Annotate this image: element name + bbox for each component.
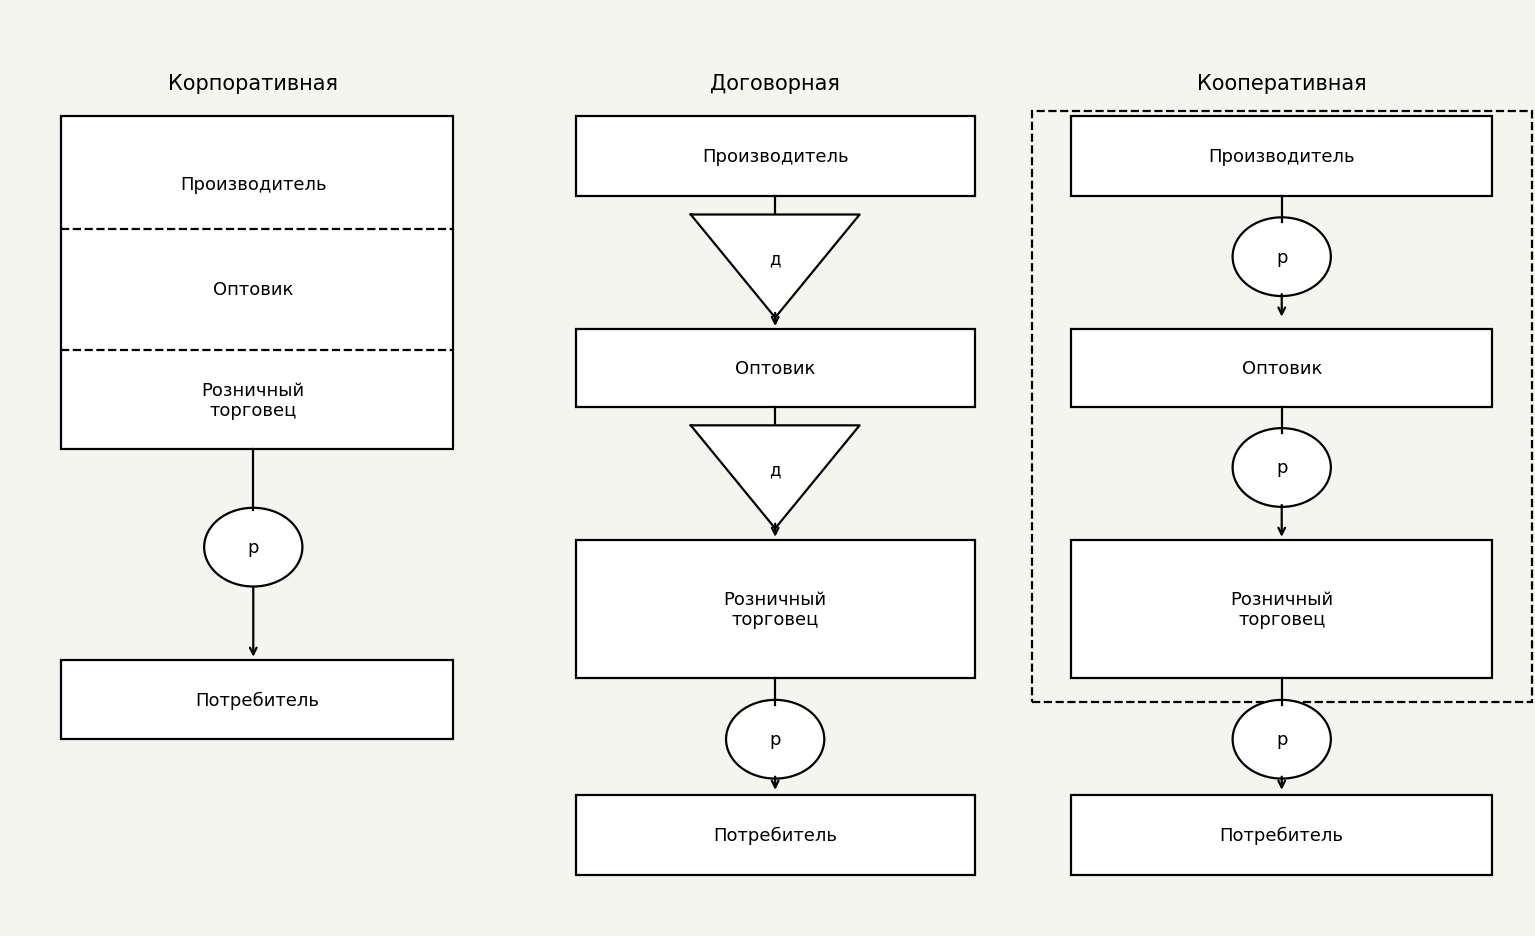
Text: Потребитель: Потребитель xyxy=(1220,826,1343,844)
Text: Оптовик: Оптовик xyxy=(213,281,293,300)
Text: д: д xyxy=(769,250,781,268)
FancyBboxPatch shape xyxy=(1071,329,1492,407)
Polygon shape xyxy=(691,215,860,318)
Text: Договорная: Договорная xyxy=(711,74,840,95)
Text: Корпоративная: Корпоративная xyxy=(169,74,338,95)
Ellipse shape xyxy=(1233,218,1331,297)
Text: Розничный
торговец: Розничный торговец xyxy=(723,590,827,629)
Text: Производитель: Производитель xyxy=(1208,148,1355,166)
Text: Потребитель: Потребитель xyxy=(714,826,837,844)
Text: р: р xyxy=(1276,248,1288,267)
FancyBboxPatch shape xyxy=(1071,540,1492,679)
FancyBboxPatch shape xyxy=(1071,117,1492,197)
Text: р: р xyxy=(1276,730,1288,749)
Text: д: д xyxy=(769,461,781,478)
Text: Оптовик: Оптовик xyxy=(1242,359,1322,377)
Ellipse shape xyxy=(726,700,824,779)
Text: Производитель: Производитель xyxy=(180,175,327,194)
Text: Оптовик: Оптовик xyxy=(735,359,815,377)
Text: Розничный
торговец: Розничный торговец xyxy=(201,381,305,420)
Ellipse shape xyxy=(204,508,302,587)
FancyBboxPatch shape xyxy=(576,117,975,197)
Text: Розничный
торговец: Розничный торговец xyxy=(1230,590,1334,629)
Ellipse shape xyxy=(1233,700,1331,779)
FancyBboxPatch shape xyxy=(576,329,975,407)
FancyBboxPatch shape xyxy=(576,796,975,875)
FancyBboxPatch shape xyxy=(576,540,975,679)
Text: Производитель: Производитель xyxy=(701,148,849,166)
FancyBboxPatch shape xyxy=(61,660,453,739)
FancyBboxPatch shape xyxy=(1071,796,1492,875)
FancyBboxPatch shape xyxy=(61,117,453,449)
Text: р: р xyxy=(769,730,781,749)
Ellipse shape xyxy=(1233,429,1331,507)
Text: р: р xyxy=(1276,459,1288,477)
Polygon shape xyxy=(691,426,860,529)
Text: р: р xyxy=(247,538,259,557)
Text: Кооперативная: Кооперативная xyxy=(1197,74,1366,95)
Text: Потребитель: Потребитель xyxy=(195,691,319,709)
